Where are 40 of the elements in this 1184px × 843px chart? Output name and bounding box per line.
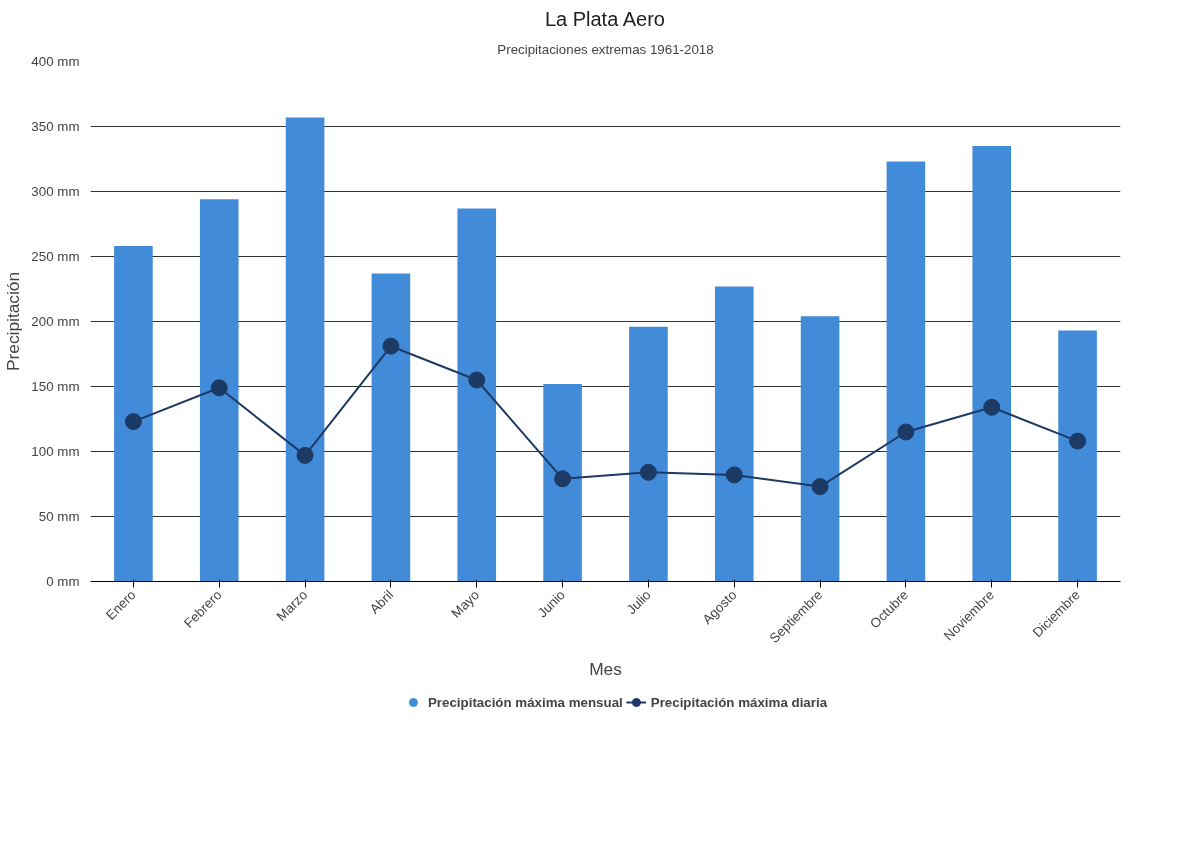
point bbox=[210, 379, 228, 397]
y-tick-label: 50 mm bbox=[38, 509, 80, 524]
point bbox=[124, 413, 142, 431]
point bbox=[983, 398, 1001, 416]
point bbox=[554, 470, 572, 488]
y-tick-label: 400 mm bbox=[31, 54, 80, 69]
bar bbox=[800, 316, 840, 582]
y-tick-label: 150 mm bbox=[31, 379, 80, 394]
point bbox=[296, 446, 314, 464]
point bbox=[382, 337, 400, 355]
bar bbox=[371, 273, 411, 582]
x-axis-title: Mes bbox=[589, 659, 623, 680]
y-axis-title: Precipitación bbox=[3, 271, 24, 372]
point bbox=[468, 371, 486, 389]
point bbox=[897, 423, 915, 441]
point bbox=[725, 466, 743, 484]
point bbox=[1069, 432, 1087, 450]
bar bbox=[114, 246, 153, 582]
y-tick-label: 200 mm bbox=[31, 314, 80, 329]
chart-title: La Plata Aero bbox=[544, 7, 665, 30]
bar bbox=[199, 199, 239, 582]
bar bbox=[543, 383, 582, 582]
bar bbox=[972, 146, 1012, 582]
bar bbox=[457, 208, 497, 582]
y-tick-label: 0 mm bbox=[46, 574, 80, 589]
chart-subtitle: Precipitaciones extremas 1961-2018 bbox=[497, 41, 714, 57]
x-tick-label: Julio bbox=[623, 587, 654, 618]
bar bbox=[714, 286, 754, 582]
y-tick-label: 300 mm bbox=[31, 184, 80, 199]
y-tick-label: 100 mm bbox=[31, 444, 80, 459]
legend-label: Precipitación máxima mensual bbox=[427, 694, 623, 710]
bar bbox=[886, 161, 926, 582]
bar bbox=[285, 117, 325, 582]
point bbox=[811, 478, 829, 496]
y-tick-label: 250 mm bbox=[31, 249, 80, 264]
bar bbox=[1058, 330, 1097, 582]
y-tick-label: 350 mm bbox=[31, 119, 80, 134]
bar bbox=[629, 326, 668, 582]
legend-label: Precipitación máxima diaria bbox=[650, 694, 828, 710]
point bbox=[639, 463, 657, 481]
